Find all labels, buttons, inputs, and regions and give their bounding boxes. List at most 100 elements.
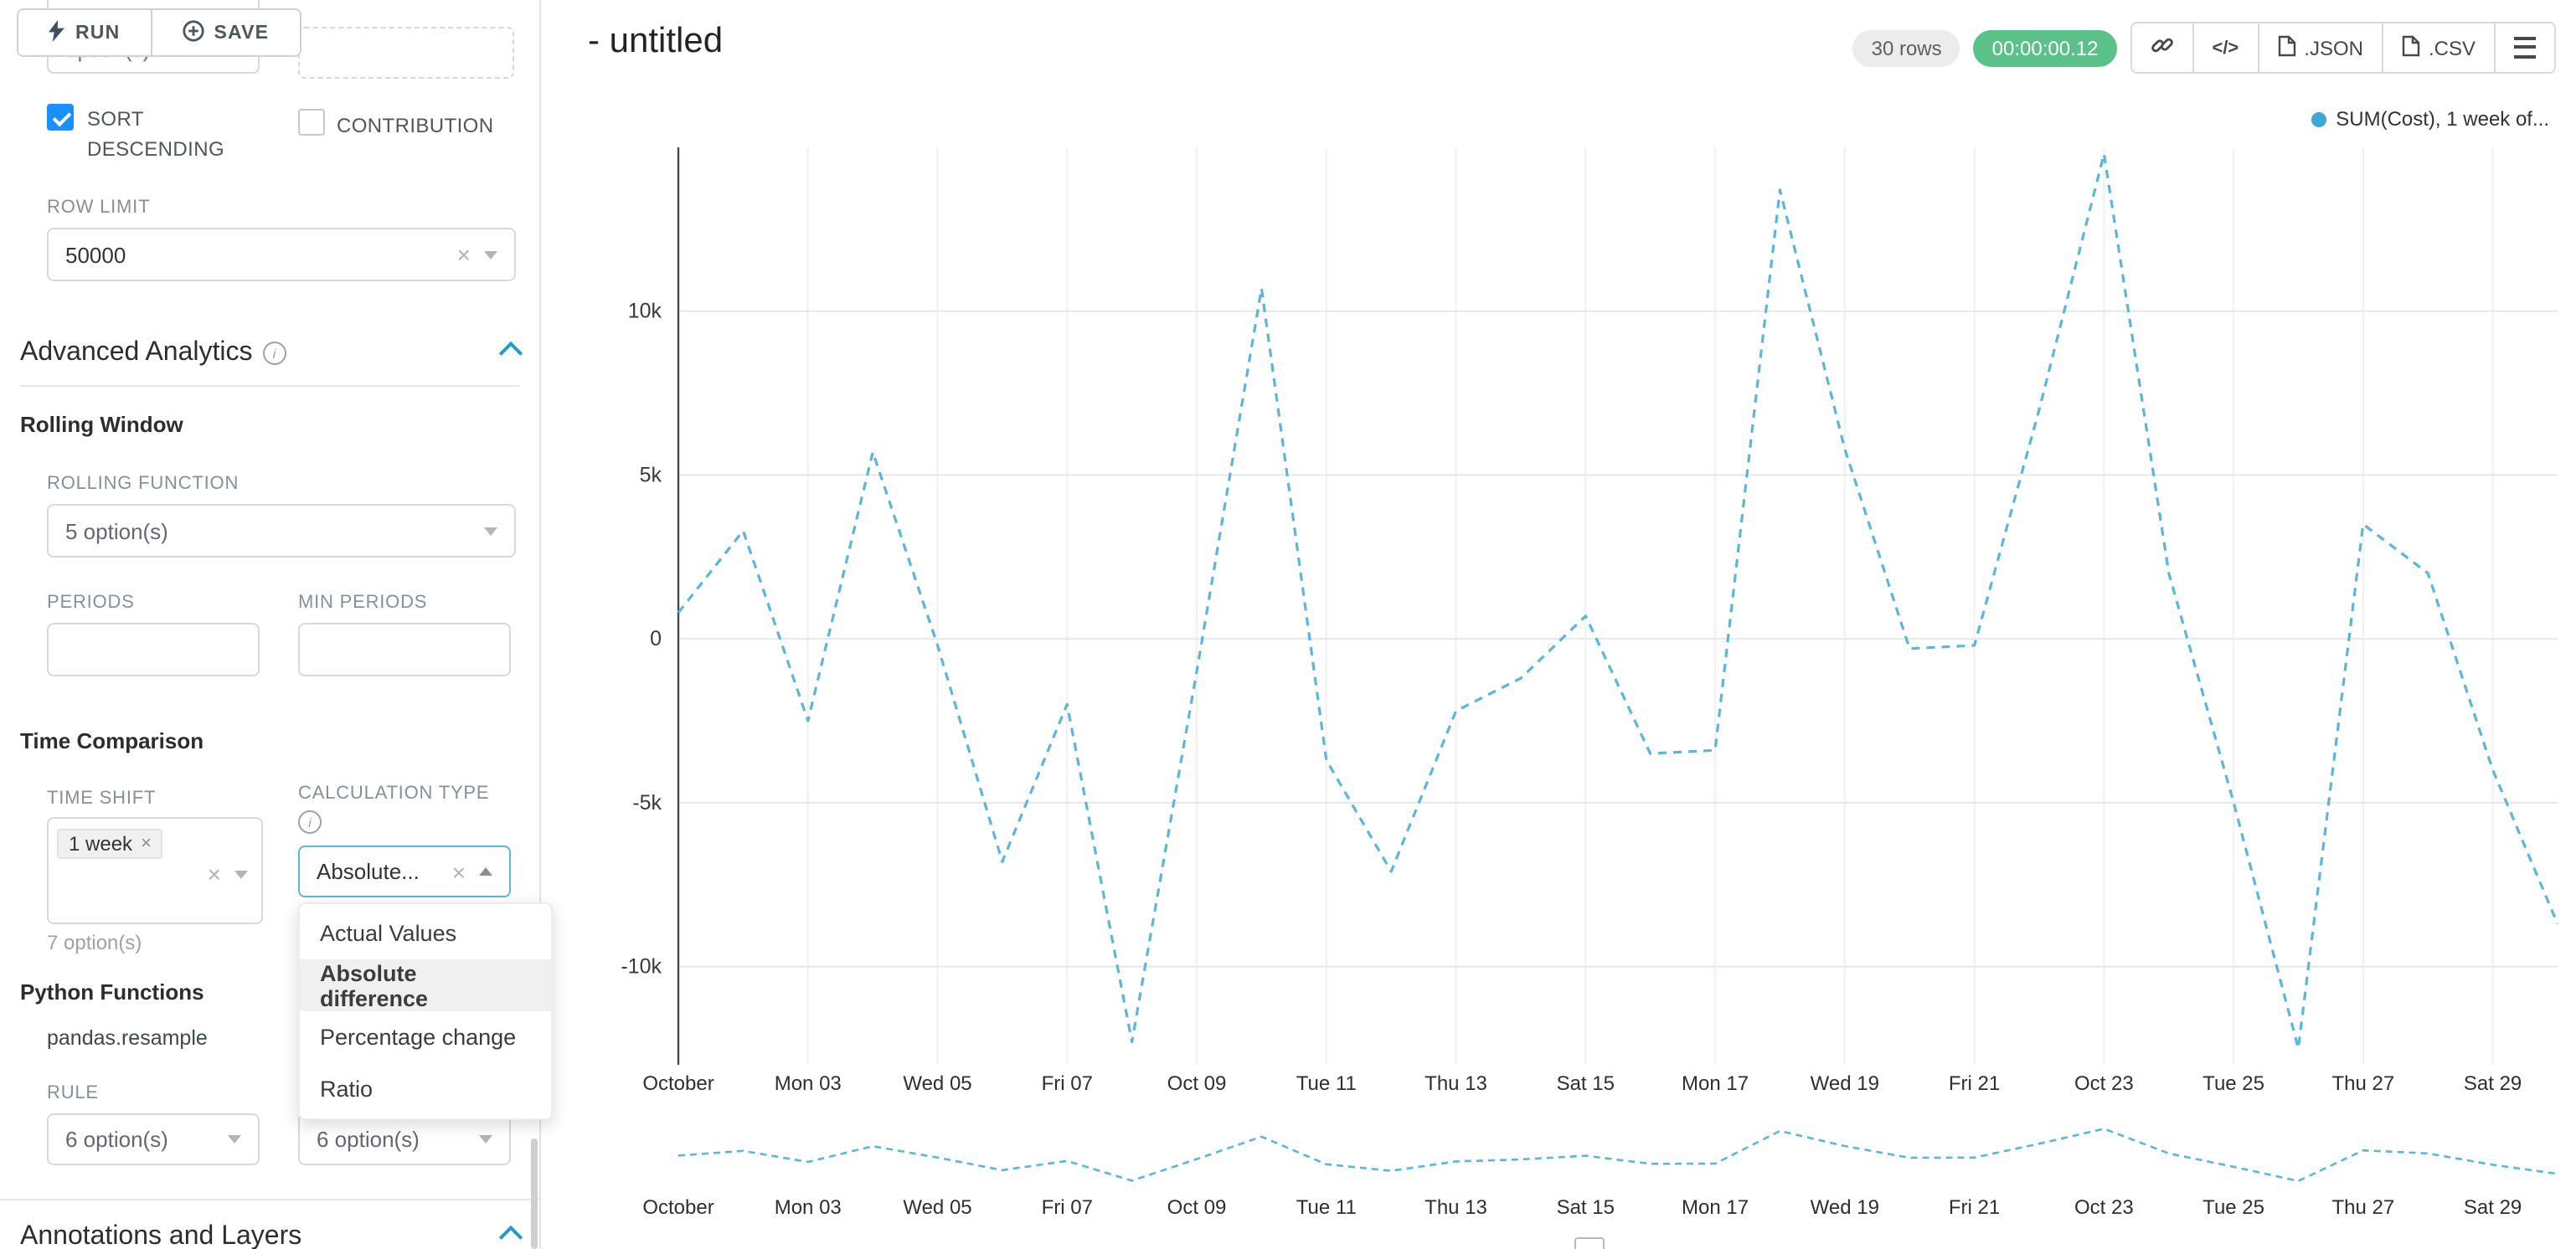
contribution-checkbox[interactable]	[298, 109, 325, 136]
rows-badge: 30 rows	[1852, 29, 1960, 66]
time-shift-tag-text: 1 week	[69, 832, 133, 856]
python-function-name: pandas.resample	[47, 1026, 208, 1050]
rule-value-2: 6 option(s)	[317, 1127, 420, 1152]
rolling-window-title: Rolling Window	[20, 412, 183, 437]
row-limit-label: ROW LIMIT	[47, 198, 151, 218]
clear-icon[interactable]: ×	[451, 858, 466, 885]
advanced-analytics-header[interactable]: Advanced Analytics	[20, 338, 523, 368]
chart-legend[interactable]: SUM(Cost), 1 week of...	[2311, 107, 2549, 131]
x-tick-label: Sat 15	[1556, 1072, 1615, 1095]
export-json-label: .JSON	[2304, 36, 2363, 59]
more-menu-button[interactable]	[2494, 23, 2554, 72]
clear-icon[interactable]: ×	[207, 861, 221, 887]
control-panel: option(s) RUN SAVE SORT DESCENDING	[0, 0, 541, 1249]
y-tick-label: -10k	[621, 955, 662, 979]
section-divider	[0, 1199, 539, 1200]
x-tick-label: Sat 29	[2463, 1195, 2522, 1219]
min-periods-label: MIN PERIODS	[298, 593, 428, 613]
truncated-empty-select[interactable]	[298, 27, 514, 79]
chevron-up-icon[interactable]	[498, 1225, 523, 1249]
export-csv-label: .CSV	[2428, 36, 2476, 59]
plus-circle-icon	[182, 19, 204, 46]
periods-input[interactable]	[47, 623, 260, 676]
file-icon	[2402, 34, 2420, 61]
rolling-function-value: 5 option(s)	[65, 518, 168, 543]
x-tick-label: Fri 21	[1948, 1195, 2001, 1219]
chevron-down-icon	[479, 1135, 492, 1144]
x-tick-label: Oct 23	[2074, 1195, 2134, 1219]
embed-code-button[interactable]: </>	[2192, 23, 2258, 72]
chart-title: - untitled	[588, 22, 724, 60]
rule-select-1[interactable]: 6 option(s)	[47, 1113, 260, 1165]
y-tick-label: 10k	[628, 300, 662, 323]
run-label: RUN	[75, 23, 121, 43]
run-button[interactable]: RUN	[18, 10, 151, 55]
x-tick-label: October	[642, 1195, 714, 1219]
rolling-function-select[interactable]: 5 option(s)	[47, 504, 516, 558]
x-tick-label: Mon 03	[774, 1195, 842, 1219]
y-tick-label: -5k	[632, 791, 662, 815]
rule-label: RULE	[47, 1083, 99, 1103]
annotations-header[interactable]: Annotations and Layers	[20, 1222, 523, 1249]
main-chart-svg[interactable]: 10k 5k 0 -5k -10k	[548, 141, 2571, 1072]
y-tick-label: 5k	[640, 463, 662, 486]
x-axis-labels: October Mon 03 Wed 05 Fri 07 Oct 09 Tue 11 Thu…	[548, 1072, 2571, 1098]
time-shift-label: TIME SHIFT	[47, 789, 157, 809]
time-shift-tag: 1 week ×	[57, 829, 163, 859]
range-selector-mini-chart[interactable]	[548, 1118, 2571, 1192]
timer-badge: 00:00:00.12	[1973, 29, 2117, 66]
min-periods-input[interactable]	[298, 623, 511, 676]
x-tick-label: Fri 07	[1041, 1072, 1093, 1095]
export-csv-button[interactable]: .CSV	[2381, 23, 2494, 72]
calculation-option[interactable]: Ratio	[320, 1077, 374, 1102]
section-divider	[20, 385, 519, 387]
link-icon	[2150, 33, 2173, 62]
sort-descending-checkbox[interactable]	[47, 104, 74, 131]
export-button-group: </> .JSON .CSV	[2130, 22, 2556, 74]
copy-link-button[interactable]	[2131, 23, 2192, 72]
chart-area: - untitled 30 rows 00:00:00.12 </>	[541, 0, 2576, 1249]
save-button[interactable]: SAVE	[150, 10, 300, 55]
x-tick-label: Thu 13	[1425, 1195, 1487, 1219]
remove-tag-icon[interactable]: ×	[141, 833, 152, 853]
time-comparison-title: Time Comparison	[20, 728, 204, 753]
annotations-title: Annotations and Layers	[20, 1222, 302, 1249]
calculation-type-value: Absolute...	[317, 859, 420, 884]
chevron-down-icon	[228, 1135, 241, 1144]
calculation-type-dropdown: Actual Values Absolute difference Percen…	[298, 902, 553, 1120]
save-label: SAVE	[214, 23, 270, 43]
x-tick-label: Tue 11	[1296, 1195, 1357, 1219]
run-save-group: RUN SAVE	[17, 8, 301, 57]
panel-scrollbar[interactable]	[531, 1138, 538, 1249]
row-limit-value: 50000	[65, 242, 126, 267]
rule-value-1: 6 option(s)	[65, 1127, 168, 1152]
x-tick-label: Tue 11	[1296, 1072, 1357, 1095]
row-limit-select[interactable]: 50000 ×	[47, 228, 516, 281]
x-tick-label: Tue 25	[2202, 1072, 2265, 1095]
time-shift-select[interactable]: 1 week × ×	[47, 817, 263, 924]
calculation-option[interactable]: Absolute difference	[300, 959, 551, 1011]
calculation-option[interactable]: Actual Values	[320, 921, 457, 946]
chevron-up-icon[interactable]	[498, 341, 523, 366]
time-shift-helper: 7 option(s)	[47, 931, 142, 954]
periods-label: PERIODS	[47, 593, 135, 613]
python-functions-title: Python Functions	[20, 979, 204, 1005]
hamburger-icon	[2514, 37, 2536, 59]
mini-x-axis-labels: October Mon 03 Wed 05 Fri 07 Oct 09 Tue 11 Thu…	[548, 1195, 2571, 1222]
calculation-type-select[interactable]: Absolute... ×	[298, 846, 511, 897]
x-tick-label: Oct 23	[2074, 1072, 2134, 1095]
x-tick-label: October	[642, 1072, 714, 1095]
calculation-type-label: CALCULATION TYPE	[298, 784, 490, 804]
x-tick-label: Sat 15	[1556, 1195, 1615, 1219]
legend-marker	[2311, 111, 2326, 126]
clear-icon[interactable]: ×	[456, 241, 471, 268]
x-tick-label: Fri 21	[1948, 1072, 2001, 1095]
advanced-analytics-title: Advanced Analytics	[20, 338, 253, 367]
rule-select-2[interactable]: 6 option(s)	[298, 1113, 511, 1165]
x-tick-label: Oct 09	[1167, 1195, 1227, 1219]
export-json-button[interactable]: .JSON	[2257, 23, 2382, 72]
brush-handle[interactable]	[1574, 1237, 1605, 1249]
x-tick-label: Wed 05	[903, 1072, 972, 1095]
calculation-option[interactable]: Percentage change	[320, 1025, 517, 1050]
